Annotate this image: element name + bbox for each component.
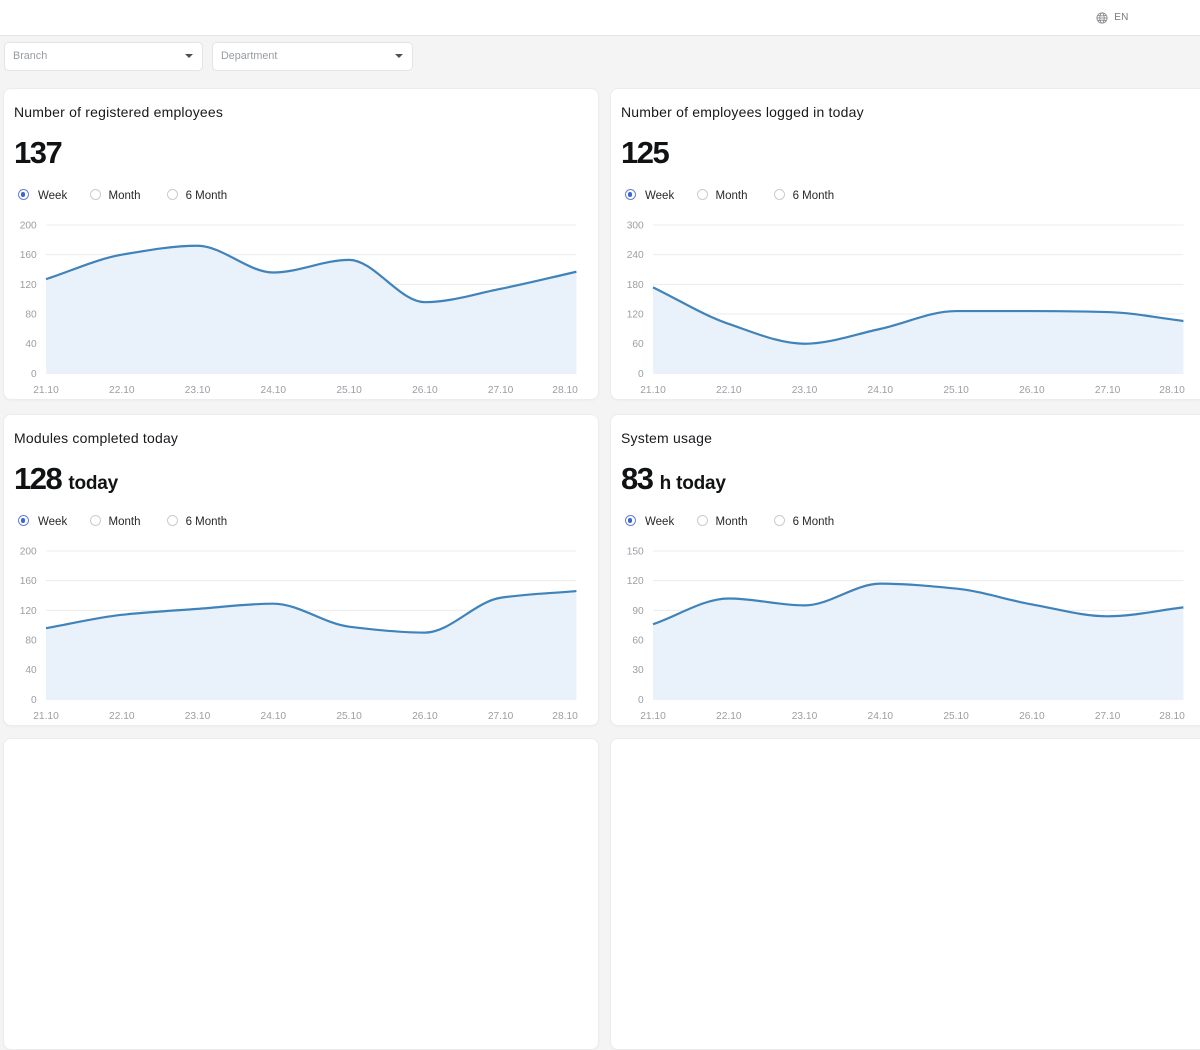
svg-text:90: 90 bbox=[632, 606, 644, 617]
svg-text:28.10: 28.10 bbox=[552, 711, 578, 722]
svg-text:120: 120 bbox=[627, 310, 644, 321]
svg-text:160: 160 bbox=[20, 576, 37, 587]
svg-text:28.10: 28.10 bbox=[1159, 711, 1185, 722]
svg-text:22.10: 22.10 bbox=[716, 385, 742, 396]
svg-text:23.10: 23.10 bbox=[185, 385, 211, 396]
svg-text:26.10: 26.10 bbox=[412, 385, 438, 396]
svg-text:26.10: 26.10 bbox=[412, 711, 438, 722]
svg-text:60: 60 bbox=[632, 339, 644, 350]
svg-text:27.10: 27.10 bbox=[1095, 711, 1121, 722]
svg-text:120: 120 bbox=[20, 280, 37, 291]
svg-text:22.10: 22.10 bbox=[109, 385, 135, 396]
svg-text:28.10: 28.10 bbox=[1159, 385, 1185, 396]
svg-text:24.10: 24.10 bbox=[868, 385, 894, 396]
svg-text:240: 240 bbox=[627, 250, 644, 261]
svg-text:23.10: 23.10 bbox=[792, 385, 818, 396]
svg-text:23.10: 23.10 bbox=[792, 711, 818, 722]
svg-text:0: 0 bbox=[31, 695, 37, 706]
svg-text:27.10: 27.10 bbox=[488, 711, 514, 722]
svg-text:25.10: 25.10 bbox=[336, 385, 362, 396]
svg-text:22.10: 22.10 bbox=[109, 711, 135, 722]
svg-text:150: 150 bbox=[627, 547, 644, 558]
svg-text:21.10: 21.10 bbox=[33, 711, 59, 722]
svg-text:21.10: 21.10 bbox=[640, 385, 666, 396]
svg-text:40: 40 bbox=[25, 665, 37, 676]
svg-text:180: 180 bbox=[627, 280, 644, 291]
svg-text:120: 120 bbox=[20, 606, 37, 617]
svg-text:24.10: 24.10 bbox=[261, 385, 287, 396]
svg-text:27.10: 27.10 bbox=[488, 385, 514, 396]
svg-text:80: 80 bbox=[25, 310, 37, 321]
svg-text:24.10: 24.10 bbox=[261, 711, 287, 722]
svg-text:25.10: 25.10 bbox=[943, 385, 969, 396]
svg-text:30: 30 bbox=[632, 665, 644, 676]
svg-text:25.10: 25.10 bbox=[336, 711, 362, 722]
svg-text:27.10: 27.10 bbox=[1095, 385, 1121, 396]
svg-text:0: 0 bbox=[31, 369, 37, 380]
svg-text:24.10: 24.10 bbox=[868, 711, 894, 722]
svg-text:21.10: 21.10 bbox=[33, 385, 59, 396]
svg-text:80: 80 bbox=[25, 636, 37, 647]
svg-text:0: 0 bbox=[638, 695, 644, 706]
svg-text:300: 300 bbox=[627, 221, 644, 232]
svg-text:22.10: 22.10 bbox=[716, 711, 742, 722]
svg-text:21.10: 21.10 bbox=[640, 711, 666, 722]
svg-text:60: 60 bbox=[632, 636, 644, 647]
svg-text:200: 200 bbox=[20, 547, 37, 558]
svg-text:200: 200 bbox=[20, 221, 37, 232]
svg-text:25.10: 25.10 bbox=[943, 711, 969, 722]
svg-text:160: 160 bbox=[20, 250, 37, 261]
svg-text:23.10: 23.10 bbox=[185, 711, 211, 722]
svg-text:26.10: 26.10 bbox=[1019, 385, 1045, 396]
svg-text:120: 120 bbox=[627, 576, 644, 587]
svg-text:40: 40 bbox=[25, 339, 37, 350]
svg-text:26.10: 26.10 bbox=[1019, 711, 1045, 722]
svg-text:0: 0 bbox=[638, 369, 644, 380]
svg-text:28.10: 28.10 bbox=[552, 385, 578, 396]
